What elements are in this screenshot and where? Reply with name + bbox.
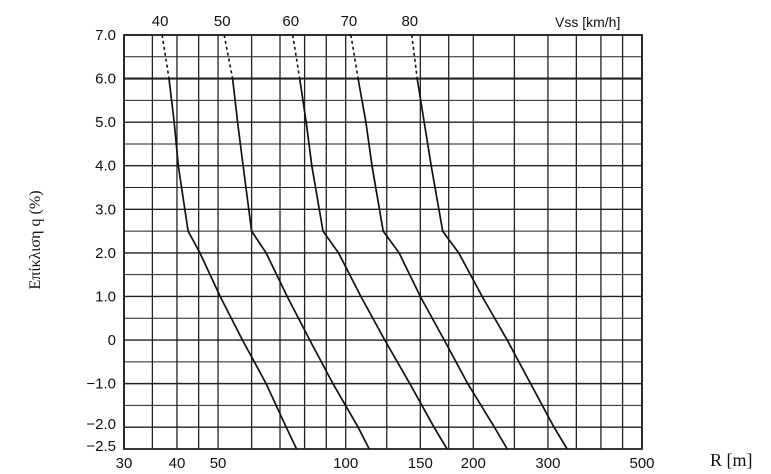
y-tick-label: 7.0: [95, 27, 116, 44]
y-tick-label: −1.0: [86, 376, 116, 393]
curve-dashed-segment: [161, 34, 170, 79]
plot-frame: [123, 34, 643, 450]
y-axis-ticks: 7.0 6.0 5.0 4.0 3.0 2.0 1.0 0 −1.0 −2.0 −2.5: [86, 27, 116, 455]
y-tick-label: 5.0: [95, 114, 116, 131]
curve-line: [231, 78, 370, 450]
y-tick-label: −2.5: [86, 438, 116, 455]
y-tick-label: 4.0: [95, 158, 116, 175]
x-tick-label: 30: [116, 455, 133, 472]
y-axis-label: Επίκλιση q (%): [27, 190, 44, 289]
x-tick-label: 500: [629, 455, 654, 472]
curve-line: [168, 78, 298, 450]
speed-label: 40: [152, 13, 169, 30]
x-tick-label: 40: [169, 455, 186, 472]
speed-label: 70: [341, 13, 358, 30]
x-axis-label: R [m]: [710, 450, 753, 470]
x-tick-label: 300: [535, 455, 560, 472]
speed-label: 50: [214, 13, 231, 30]
speed-label: 60: [282, 13, 299, 30]
curve-line: [357, 78, 508, 450]
y-tick-label: 1.0: [95, 288, 116, 305]
grid: [123, 34, 643, 450]
top-axis-label: Vss [km/h]: [555, 14, 620, 30]
speed-curves: [161, 34, 568, 450]
x-tick-label: 200: [461, 455, 486, 472]
x-tick-label: 100: [333, 455, 358, 472]
curve-dashed-segment: [350, 34, 359, 79]
curve-line: [298, 78, 448, 450]
x-axis-ticks: 30 40 50 100 150 200 300 500: [116, 455, 655, 472]
y-tick-label: −2.0: [86, 416, 116, 433]
y-tick-label: 0: [108, 332, 116, 349]
x-tick-label: 150: [408, 455, 433, 472]
x-tick-label: 50: [210, 455, 227, 472]
curve-dashed-segment: [291, 34, 301, 79]
curve-dashed-segment: [223, 34, 234, 79]
curve-dashed-segment: [411, 34, 418, 79]
speed-label: 80: [401, 13, 418, 30]
y-tick-label: 3.0: [95, 201, 116, 218]
y-tick-label: 2.0: [95, 245, 116, 262]
curve-line: [416, 78, 568, 450]
y-tick-label: 6.0: [95, 71, 116, 88]
speed-labels: 40 50 60 70 80: [152, 13, 418, 30]
